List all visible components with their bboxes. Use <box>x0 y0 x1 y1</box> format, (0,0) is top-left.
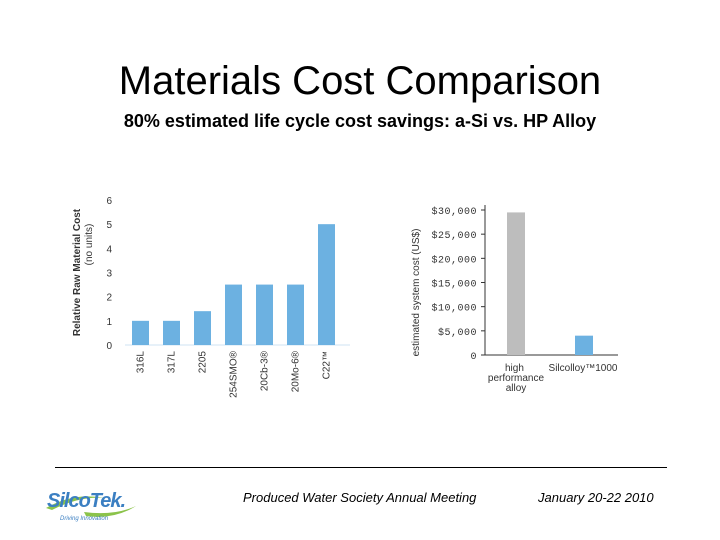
bar-high-performance-alloy <box>507 212 525 355</box>
bar-c22 <box>318 224 335 345</box>
y-axis-label: Relative Raw Material Cost <box>72 208 83 336</box>
y-tick-label: $30,000 <box>431 206 477 218</box>
y-tick-label: 1 <box>106 317 112 328</box>
x-tick-label: 254SMO® <box>229 350 240 397</box>
bar-254smo <box>225 284 242 345</box>
silcotek-logo: SilcoTek. Driving Innovation <box>44 486 144 530</box>
y-tick-label: 6 <box>106 196 112 207</box>
y-tick-label: 0 <box>470 352 477 363</box>
bar-20mo6 <box>287 284 304 345</box>
y-tick-label: $15,000 <box>431 279 477 291</box>
y-tick-label: 0 <box>106 341 112 352</box>
y-tick-label: $25,000 <box>431 230 477 242</box>
footer-date: January 20-22 2010 <box>538 490 654 505</box>
y-tick-label: 2 <box>106 293 112 304</box>
y-tick-label: 5 <box>106 220 112 231</box>
bar-317l <box>163 320 180 345</box>
y-axis-label: estimated system cost (US$) <box>411 229 422 357</box>
x-tick-label: 20Mo-6® <box>291 350 302 392</box>
x-tick-label: 20Cb-3® <box>260 350 271 391</box>
y-tick-label: 3 <box>106 269 112 280</box>
bar-316l <box>132 320 149 345</box>
y-tick-label: $10,000 <box>431 303 477 315</box>
footer-divider <box>55 467 667 468</box>
x-tick-label-line2: performance <box>488 373 545 384</box>
y-tick-label: $5,000 <box>438 327 477 339</box>
logo-tagline: Driving Innovation <box>60 516 109 522</box>
x-tick-label: 316L <box>136 351 147 374</box>
footer-event: Produced Water Society Annual Meeting <box>243 490 477 505</box>
slide-title: Materials Cost Comparison <box>118 59 602 103</box>
slide-subtitle: 80% estimated life cycle cost savings: a… <box>123 111 597 131</box>
x-tick-label: 317L <box>167 351 178 374</box>
relative-cost-chart: 0 1 2 3 4 5 6 316L 317L 2205 254SMO® 20Cb-3® 20Mo-6®… <box>72 196 350 398</box>
x-tick-label: Silcolloy™1000 <box>549 363 618 374</box>
logo-swoosh-icon <box>46 496 136 517</box>
y-tick-label: $20,000 <box>431 254 477 266</box>
system-cost-chart: 0 $5,000 $10,000 $15,000 $20,000 $25,000 $30,0… <box>411 205 618 394</box>
y-axis-sublabel: (no units) <box>84 224 95 266</box>
bar-20cb3 <box>256 284 273 345</box>
logo-wordmark: SilcoTek. <box>47 490 126 512</box>
x-tick-label: C22™ <box>322 351 333 379</box>
x-tick-label-line1: high <box>505 363 524 374</box>
bar-2205 <box>194 311 211 345</box>
y-tick-label: 4 <box>106 244 112 255</box>
x-tick-label-line3: alloy <box>506 383 527 394</box>
x-tick-label: 2205 <box>198 351 209 374</box>
bar-silcolloy <box>575 335 593 355</box>
